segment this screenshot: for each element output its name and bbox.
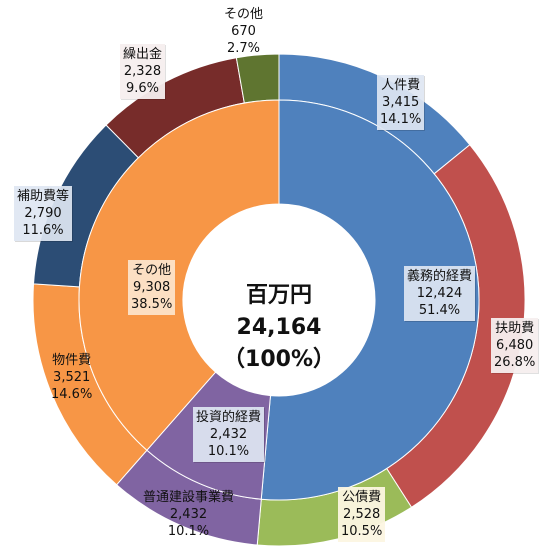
label-percent: 10.5% (341, 524, 383, 539)
outer-slice-7 (235, 53, 280, 104)
label-inner-sonota: その他 9,308 38.5% (128, 260, 176, 315)
label-name: 公債費 (342, 490, 382, 505)
center-total-percent: （100%） (223, 347, 335, 372)
label-name: 投資的経費 (196, 410, 262, 425)
label-outer-hojohi: 補助費等 2,790 11.6% (14, 186, 73, 241)
label-name: その他 (132, 263, 172, 278)
label-percent: 38.5% (131, 297, 173, 312)
label-percent: 14.1% (380, 112, 422, 127)
label-value: 6,480 (496, 338, 534, 353)
inner-ring (78, 99, 480, 501)
donut-hole (183, 204, 375, 396)
outer-ring (32, 53, 526, 547)
label-name: 人件費 (381, 78, 421, 93)
label-value: 12,424 (416, 286, 463, 301)
label-name: 義務的経費 (407, 269, 473, 284)
label-value: 2,432 (169, 507, 208, 522)
label-percent: 10.1% (167, 524, 210, 539)
label-name: 物件費 (52, 353, 92, 368)
label-outer-futsu-kensetsu: 普通建設事業費 2,432 10.1% (140, 487, 237, 542)
label-percent: 14.6% (51, 387, 93, 402)
label-name: 扶助費 (495, 321, 535, 336)
label-percent: 9.6% (125, 81, 160, 96)
label-percent: 51.4% (418, 303, 461, 318)
label-value: 9,308 (133, 280, 171, 295)
label-inner-toshiteki: 投資的経費 2,432 10.1% (193, 407, 265, 462)
label-percent: 2.7% (226, 41, 261, 56)
label-name: 補助費等 (17, 189, 70, 204)
label-value: 2,432 (209, 427, 248, 442)
label-outer-kuridashikin: 繰出金 2,328 9.6% (120, 44, 166, 99)
label-outer-kosaihi: 公債費 2,528 10.5% (338, 487, 386, 542)
label-percent: 26.8% (494, 355, 536, 370)
center-total: 百万円 24,164 （100%） (199, 280, 359, 376)
center-total-value: 24,164 (236, 315, 322, 340)
label-outer-jinkenhi: 人件費 3,415 14.1% (377, 75, 425, 130)
label-value: 2,328 (123, 64, 162, 79)
center-unit: 百万円 (245, 283, 312, 308)
label-value: 670 (231, 24, 256, 39)
label-inner-gimuteki: 義務的経費 12,424 51.4% (404, 266, 476, 321)
label-value: 3,415 (382, 95, 420, 110)
label-name: その他 (224, 7, 264, 22)
label-name: 繰出金 (123, 47, 163, 62)
label-name: 普通建設事業費 (143, 490, 235, 505)
label-value: 3,521 (53, 370, 91, 385)
label-outer-bukkenhi: 物件費 3,521 14.6% (48, 350, 95, 405)
label-value: 2,790 (24, 206, 62, 221)
label-value: 2,528 (343, 507, 381, 522)
label-percent: 11.6% (22, 223, 64, 238)
label-outer-fujohi: 扶助費 6,480 26.8% (491, 318, 539, 373)
label-percent: 10.1% (207, 444, 250, 459)
label-outer-sonota: その他 670 2.7% (221, 4, 266, 59)
